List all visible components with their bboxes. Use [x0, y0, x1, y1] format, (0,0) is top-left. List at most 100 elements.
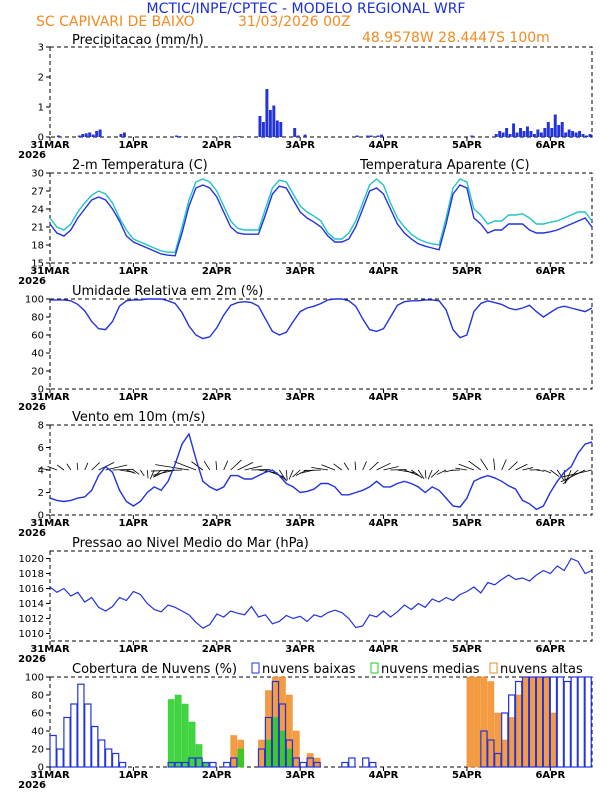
x-tick-label: 2APR [202, 392, 232, 403]
low-cloud-bar [188, 757, 196, 768]
mid-cloud-bar [202, 762, 210, 768]
wind-arrow [480, 458, 489, 471]
precip-bar [77, 135, 81, 137]
precip-bar [261, 122, 265, 137]
clouds-marks [49, 676, 592, 768]
high-cloud-bar [487, 681, 495, 768]
wind-arrow [311, 466, 329, 471]
low-cloud-bar [230, 757, 238, 768]
x-tick-label: 4APR [369, 518, 399, 529]
wind-arrow [215, 461, 218, 471]
high-cloud-bar [230, 735, 238, 768]
wind-arrow [76, 462, 79, 471]
wind-arrow [354, 461, 357, 471]
high-cloud-bar [522, 676, 529, 768]
high-cloud-bar [515, 694, 522, 768]
wind-arrow [333, 463, 343, 471]
x-tick-label: 31MAR [30, 644, 70, 655]
precip-bar [175, 135, 179, 137]
wind-arrow [397, 469, 415, 474]
high-cloud-bar [292, 730, 300, 768]
low-cloud-bar [341, 761, 349, 768]
temp-2m-line [49, 184, 593, 257]
x-tick-label: 4APR [369, 770, 399, 781]
low-cloud-bar [70, 703, 78, 768]
low-cloud-bar [223, 761, 231, 768]
wind-arrow [98, 462, 115, 471]
low-cloud-bar [202, 761, 210, 768]
wind-arrow [468, 460, 482, 471]
x-year-label: 2026 [18, 654, 46, 665]
low-cloud-bar [49, 734, 57, 768]
wind-arrow [66, 463, 72, 471]
high-cloud-bar [536, 676, 543, 768]
clouds-title: Cobertura de Nuvens (%) [72, 662, 237, 677]
x-tick-label: 31MAR [30, 518, 70, 529]
pressure-line [49, 557, 593, 629]
x-tick-label: 4APR [369, 644, 399, 655]
wind-arrow [417, 469, 425, 480]
wind-arrow [550, 469, 560, 477]
x-tick-label: 5APR [452, 770, 482, 781]
y-tick-label: 0 [38, 511, 44, 522]
high-cloud-bar [480, 676, 488, 768]
wind-arrow [126, 469, 136, 474]
precip-bar [543, 128, 547, 137]
wind-arrow [321, 464, 336, 471]
legend-mid-clouds: nuvens medias [381, 662, 480, 677]
wind-arrow [56, 464, 65, 471]
wind-arrow [508, 461, 518, 471]
y-tick-label: 3 [38, 43, 44, 54]
precip-bar [296, 135, 300, 137]
x-year-label: 2026 [18, 150, 46, 161]
x-tick-label: 4APR [369, 140, 399, 151]
y-tick-label: 27 [31, 187, 44, 198]
low-cloud-bar [570, 676, 578, 768]
legend-box-mid [370, 662, 379, 674]
precip-bar [81, 134, 85, 137]
y-tick-label: 20 [31, 745, 44, 756]
y-tick-label: 15 [31, 259, 44, 270]
wind-arrow [285, 469, 288, 481]
wind-arrow [223, 460, 229, 471]
temp-title: 2-m Temperatura (C) [72, 158, 208, 173]
wind-arrow [560, 469, 586, 483]
wind-arrow [430, 469, 440, 478]
precip-bar [571, 131, 575, 137]
low-cloud-bar [181, 761, 189, 768]
precip-marks [56, 89, 592, 137]
x-tick-label: 1APR [119, 644, 149, 655]
wind-arrow [278, 469, 287, 482]
y-tick-label: 24 [31, 205, 44, 216]
precip-axes: 0 1 2 3 31MAR 1APR 2APR 3APR 4APR 5APR 6APR 2026 [18, 43, 565, 162]
wind-arrow [149, 469, 155, 480]
wind-arrow [173, 461, 197, 471]
low-cloud-bar [369, 761, 377, 768]
temp-legend-apparent: Temperatura Aparente (C) [359, 158, 530, 173]
low-cloud-bar [313, 761, 321, 768]
y-tick-label: 1016 [19, 584, 44, 595]
mid-cloud-bar [279, 730, 286, 768]
y-tick-label: 0 [38, 133, 44, 144]
y-tick-label: 8 [38, 421, 44, 432]
high-cloud-bar [508, 717, 516, 768]
precip-bar [574, 132, 578, 137]
precip-bar [303, 134, 307, 137]
low-cloud-bar [306, 757, 314, 768]
precip-bar [519, 128, 522, 137]
low-cloud-bar [292, 757, 300, 768]
precip-bar [122, 132, 126, 137]
y-tick-label: 20 [31, 367, 44, 378]
low-cloud-bar [271, 680, 280, 768]
high-cloud-bar [494, 712, 502, 768]
high-cloud-bar [550, 712, 557, 768]
apparent-temp-line [49, 178, 593, 253]
mid-cloud-bar [265, 739, 272, 768]
precip-bar [581, 134, 585, 137]
precip-bar [91, 134, 95, 137]
mid-cloud-bar [286, 748, 293, 768]
wind-arrow [84, 462, 89, 471]
wind-marks [38, 432, 593, 511]
wind-arrow [562, 469, 593, 478]
precip-bar [501, 132, 505, 137]
